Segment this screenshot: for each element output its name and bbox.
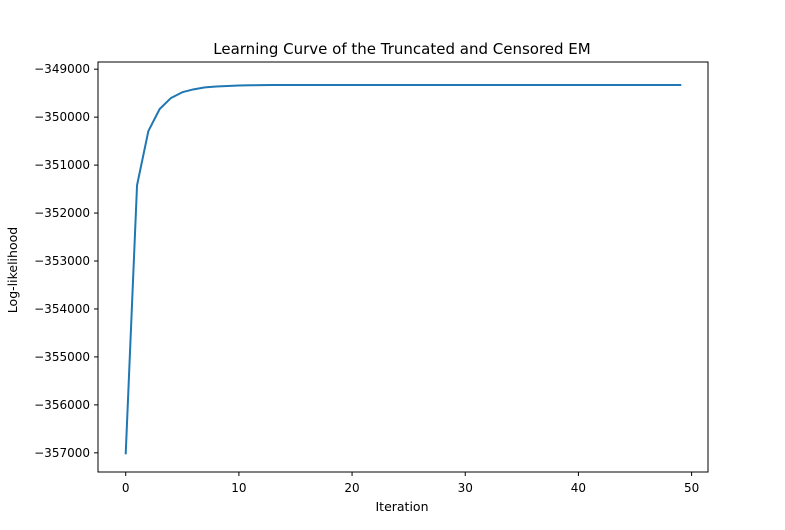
x-ticks: 0 10 20 30 40 50 — [122, 472, 699, 495]
y-tick-label: −352000 — [34, 206, 90, 220]
plot-line-group — [124, 84, 682, 455]
plot-frame — [97, 61, 709, 473]
x-tick-label: 40 — [571, 481, 586, 495]
y-tick-label: −349000 — [34, 62, 90, 76]
x-axis-label: Iteration — [375, 499, 428, 514]
y-tick-label: −355000 — [34, 350, 90, 364]
y-tick-label: −354000 — [34, 302, 90, 316]
y-tick-label: −357000 — [34, 446, 90, 460]
y-tick-label: −356000 — [34, 398, 90, 412]
x-tick-label: 10 — [231, 481, 246, 495]
x-tick-label: 20 — [344, 481, 359, 495]
x-tick-label: 50 — [684, 481, 699, 495]
chart-title: Learning Curve of the Truncated and Cens… — [213, 40, 590, 58]
x-tick-label: 0 — [122, 481, 130, 495]
y-axis-label: Log-likelihood — [5, 227, 20, 313]
y-tick-label: −350000 — [34, 110, 90, 124]
y-tick-label: −353000 — [34, 254, 90, 268]
y-ticks: −349000 −350000 −351000 −352000 −353000 −3540… — [34, 62, 98, 460]
y-tick-label: −351000 — [34, 158, 90, 172]
series-line — [124, 84, 682, 455]
x-tick-label: 30 — [458, 481, 473, 495]
